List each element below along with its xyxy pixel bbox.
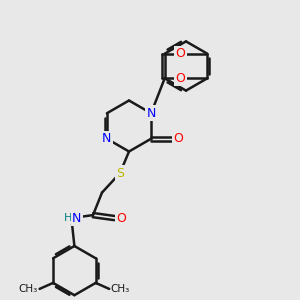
Text: O: O xyxy=(116,212,126,225)
Text: S: S xyxy=(116,167,124,180)
Text: O: O xyxy=(176,72,185,85)
Text: O: O xyxy=(174,132,184,145)
Text: CH₃: CH₃ xyxy=(111,284,130,294)
Text: N: N xyxy=(72,212,82,225)
Text: CH₃: CH₃ xyxy=(19,284,38,294)
Text: O: O xyxy=(176,47,185,60)
Text: H: H xyxy=(64,213,73,223)
Text: N: N xyxy=(102,132,112,145)
Text: N: N xyxy=(146,107,156,120)
